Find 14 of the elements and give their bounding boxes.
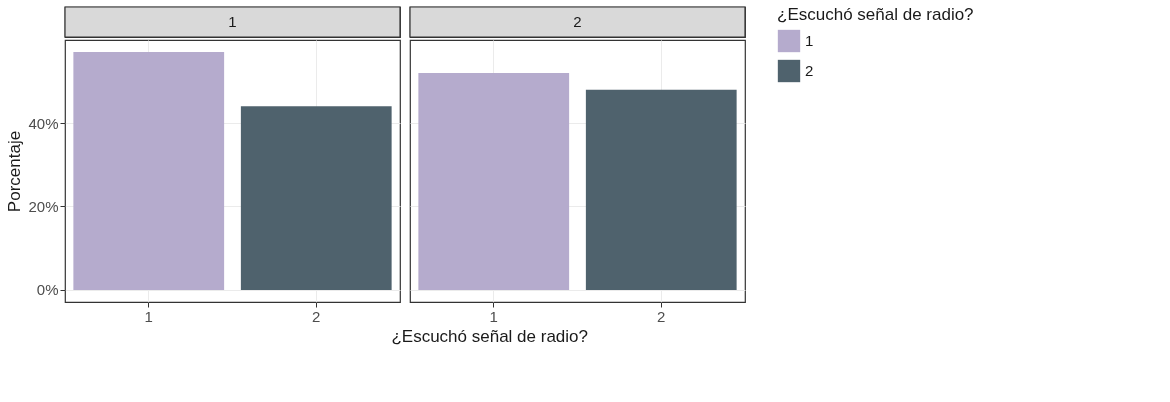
x-tick-label: 2: [657, 307, 666, 325]
x-tick-label: 1: [489, 307, 498, 325]
legend-title: ¿Escuchó señal de radio?: [777, 5, 974, 24]
legend-label: 2: [805, 62, 814, 79]
x-tick-label: 2: [312, 307, 321, 325]
x-tick-label: 1: [144, 307, 153, 325]
y-axis-title: Porcentaje: [5, 130, 25, 213]
legend-label: 1: [805, 32, 814, 49]
x-axis-title: ¿Escuchó señal de radio?: [391, 326, 588, 346]
y-tick-label: 0%: [36, 281, 59, 299]
chart-title: 2: [573, 13, 582, 30]
y-tick-label: 20%: [28, 197, 59, 215]
chart-title: 1: [228, 13, 237, 30]
y-tick-label: 40%: [28, 114, 59, 132]
